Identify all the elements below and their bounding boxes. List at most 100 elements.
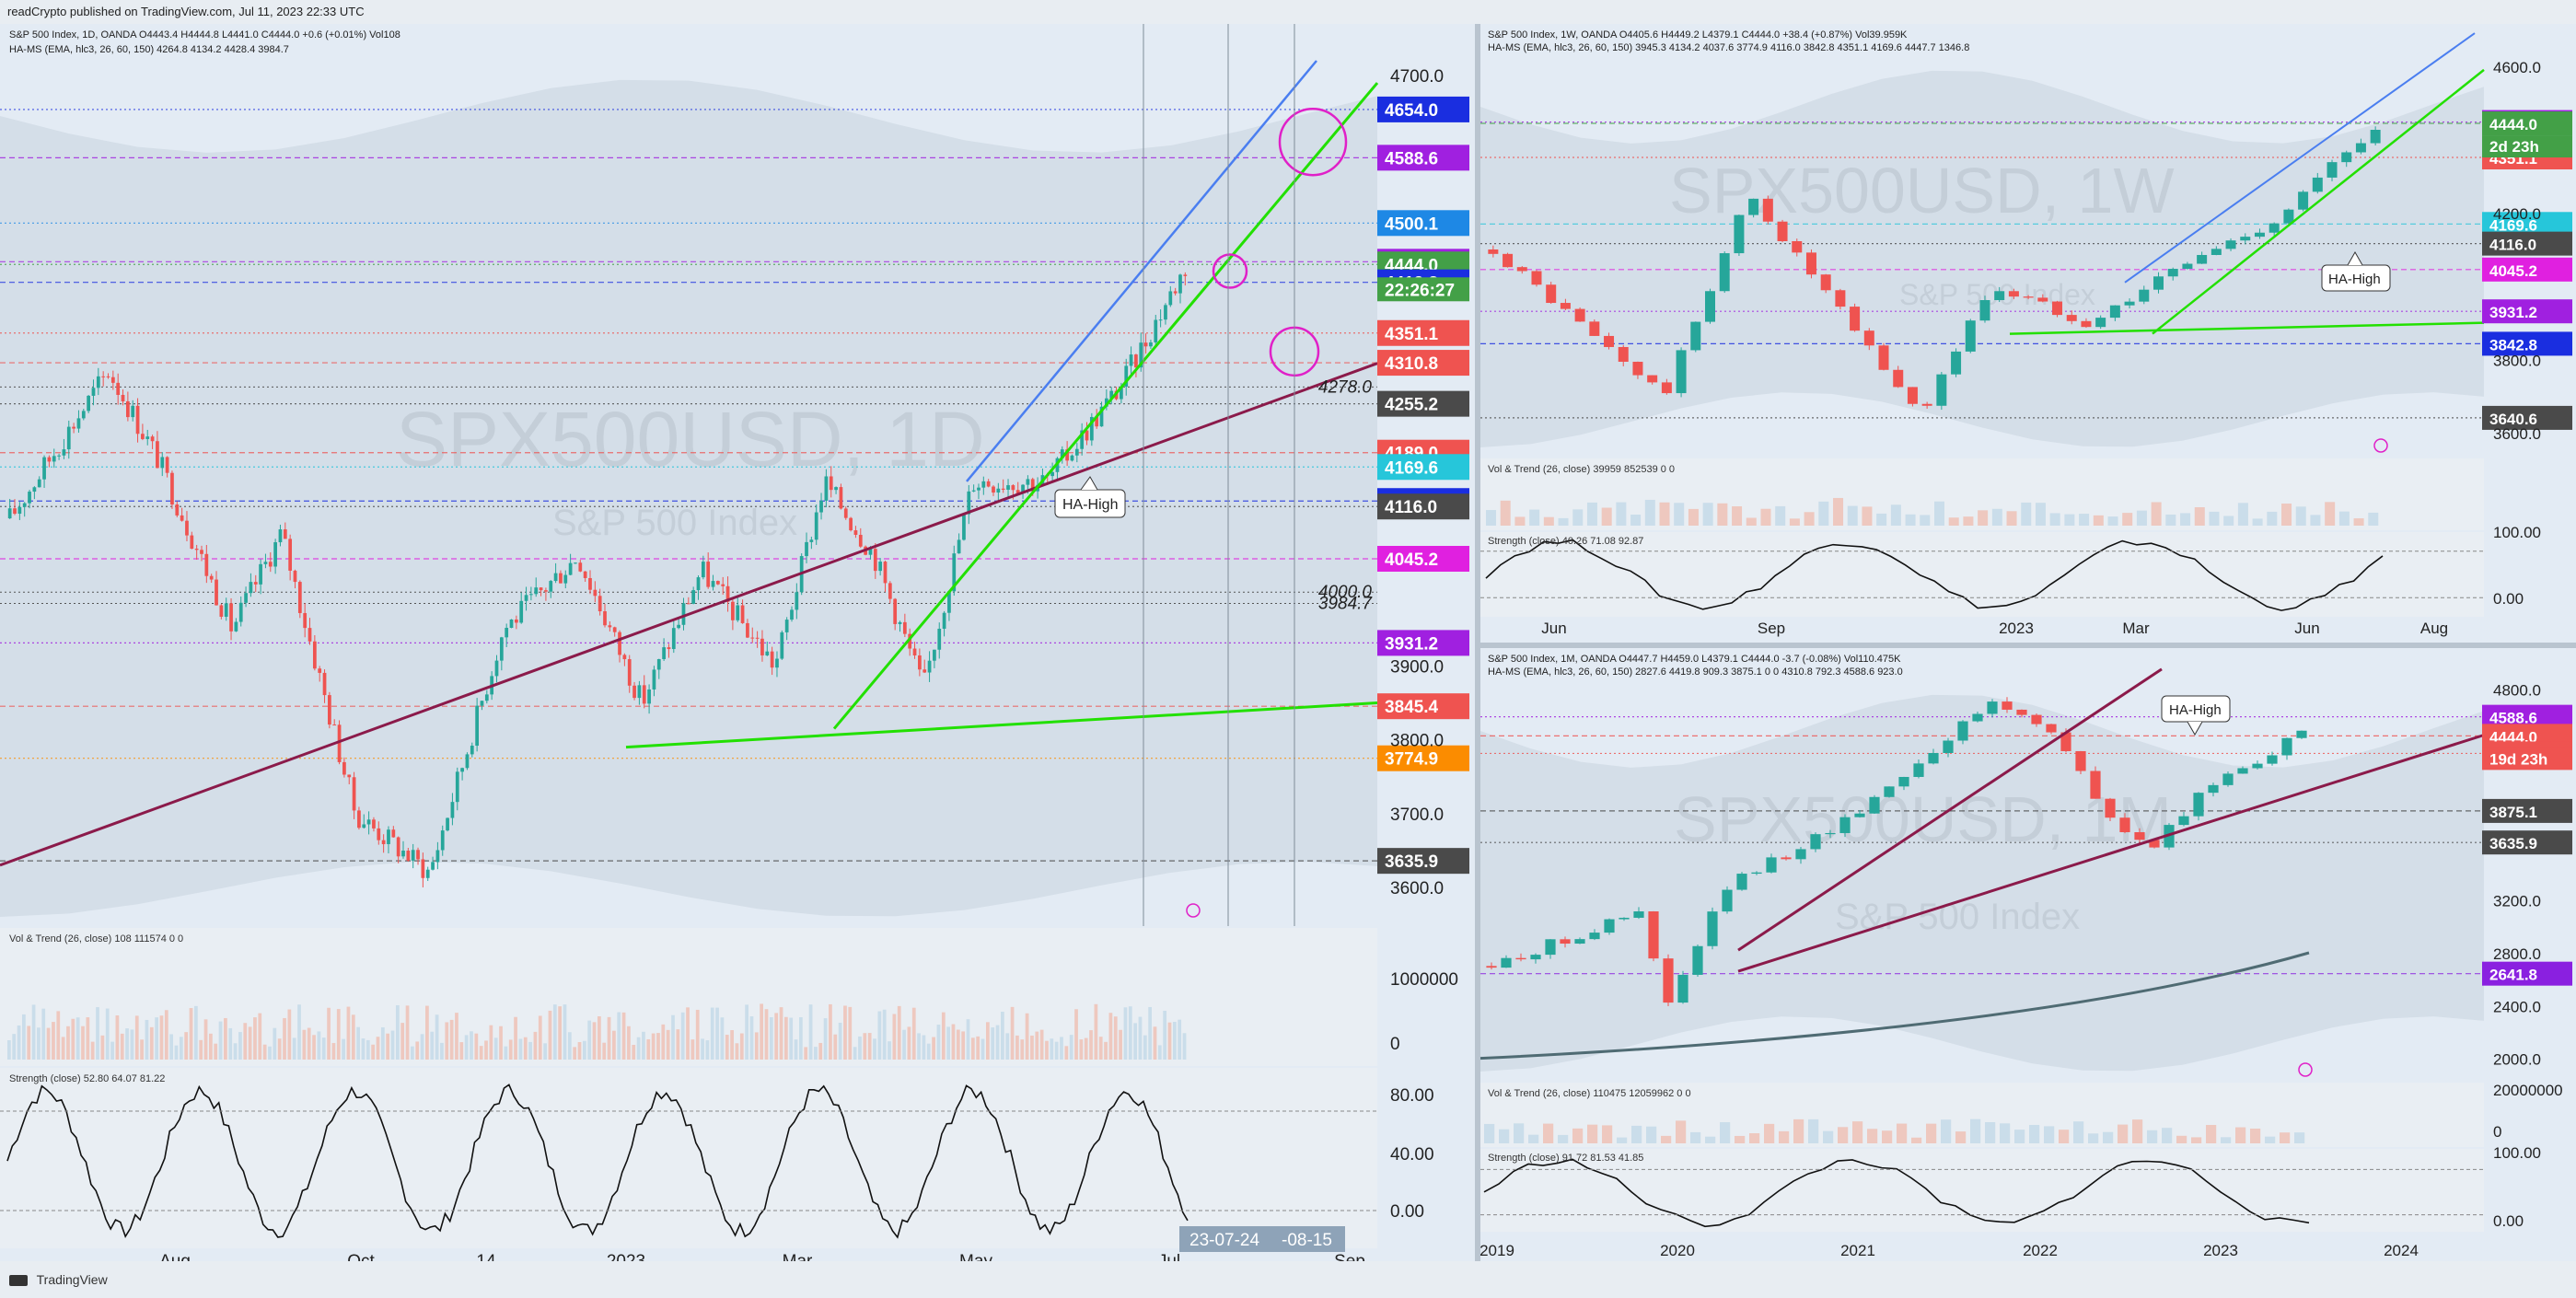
volume-bar bbox=[342, 1038, 345, 1060]
volume-bar bbox=[1079, 1039, 1084, 1060]
volume-bar bbox=[2280, 1132, 2291, 1143]
candle-body bbox=[2105, 798, 2116, 818]
volume-bar bbox=[1882, 1130, 1893, 1143]
candle-body bbox=[425, 869, 430, 878]
legend-line1-weekly: S&P 500 Index, 1W, OANDA O4405.6 H4449.2… bbox=[1488, 29, 1908, 41]
volume-bar bbox=[543, 1043, 547, 1060]
volume-bar bbox=[199, 1039, 203, 1060]
tradingview-logo-icon[interactable] bbox=[9, 1275, 28, 1287]
price-tag-bg bbox=[1377, 210, 1469, 237]
candle-body bbox=[992, 486, 995, 493]
candle-body bbox=[387, 829, 390, 844]
candle-body bbox=[2016, 709, 2027, 715]
volume-bar bbox=[1616, 502, 1627, 526]
candle-body bbox=[706, 562, 711, 587]
price-tag: 3842.8 bbox=[2489, 336, 2537, 353]
volume-bar bbox=[169, 1034, 174, 1060]
candle-body bbox=[721, 584, 725, 586]
volume-bar bbox=[297, 1004, 301, 1060]
volume-bar bbox=[474, 1033, 479, 1060]
volume-bar bbox=[764, 1009, 769, 1060]
volume-bar bbox=[651, 1033, 656, 1060]
candle-body bbox=[475, 705, 479, 747]
candle-body bbox=[834, 487, 838, 491]
candle-body bbox=[1893, 369, 1904, 388]
candle-body bbox=[849, 517, 853, 531]
candle-body bbox=[1766, 857, 1777, 873]
candle-body bbox=[1164, 305, 1167, 320]
volume-bar bbox=[411, 1046, 414, 1060]
price-tag-bg bbox=[2482, 405, 2572, 430]
volume-bar bbox=[390, 1030, 395, 1060]
volume-bar bbox=[981, 1038, 985, 1060]
candle-body bbox=[2046, 724, 2057, 733]
daily-chart-svg[interactable]: SPX500USD, 1D S&P 500 Index 4654.0 4588.6… bbox=[0, 24, 1475, 1261]
volume-bar bbox=[262, 1044, 267, 1060]
candle-body bbox=[1648, 911, 1659, 959]
price-tag: 4588.6 bbox=[2489, 710, 2537, 727]
candle-body bbox=[2109, 305, 2120, 319]
candle-body bbox=[1619, 917, 1630, 920]
candle-body bbox=[1006, 485, 1010, 490]
volume-bar bbox=[582, 1040, 586, 1060]
target-circle bbox=[1278, 107, 1348, 177]
candle-body bbox=[957, 539, 961, 554]
volume-bar bbox=[769, 1016, 773, 1060]
countdown-bg bbox=[2482, 135, 2572, 158]
volume-bar bbox=[1543, 516, 1554, 526]
volume-bar bbox=[1020, 1039, 1025, 1060]
volume-bar bbox=[430, 1031, 435, 1060]
volume-bar bbox=[577, 1042, 582, 1060]
volume-bar bbox=[27, 1026, 31, 1060]
candle-body bbox=[534, 587, 539, 595]
lightning-icon-daily[interactable] bbox=[1186, 903, 1201, 918]
candle-body bbox=[263, 562, 268, 564]
candle-body bbox=[2210, 249, 2222, 255]
volume-bar bbox=[783, 1016, 788, 1060]
price-tag-bg bbox=[1377, 390, 1469, 417]
weekly-chart-svg[interactable]: SPX500USD, 1W S&P 500 Index 4447.74444.0… bbox=[1480, 24, 2576, 643]
vol-legend-daily: Vol & Trend (26, close) 108 111574 0 0 bbox=[9, 933, 184, 945]
chart-panel-weekly[interactable]: SPX500USD, 1W S&P 500 Index 4447.74444.0… bbox=[1480, 24, 2576, 643]
volume-bar bbox=[686, 1007, 690, 1060]
volume-bar bbox=[86, 1017, 90, 1060]
lightning-icon-monthly[interactable] bbox=[2298, 1062, 2313, 1077]
candle-body bbox=[652, 669, 656, 690]
price-tag-bg bbox=[2482, 111, 2572, 136]
chart-panel-monthly[interactable]: SPX500USD, 1M S&P 500 Index 4588.6 4444.0… bbox=[1480, 648, 2576, 1261]
volume-bar bbox=[145, 1019, 149, 1060]
candle-body bbox=[656, 659, 661, 670]
volume-bar bbox=[1720, 1122, 1731, 1143]
candle-body bbox=[156, 441, 159, 469]
volume-bar bbox=[1746, 517, 1757, 526]
candle-body bbox=[440, 830, 445, 851]
volume-bar bbox=[317, 1031, 321, 1060]
candle-body bbox=[96, 376, 100, 388]
candle-body bbox=[121, 394, 125, 401]
volume-bar bbox=[179, 1037, 183, 1060]
panel-divider-horizontal[interactable] bbox=[1480, 643, 2576, 648]
chart-panel-daily[interactable]: SPX500USD, 1D S&P 500 Index 4654.0 4588.6… bbox=[0, 24, 1475, 1261]
volume-bar bbox=[1674, 503, 1685, 526]
volume-bar bbox=[995, 1025, 1000, 1060]
volume-bar bbox=[2064, 514, 2075, 526]
candle-body bbox=[1690, 321, 1701, 351]
volume-bar bbox=[735, 1043, 739, 1060]
candle-body bbox=[1898, 776, 1909, 787]
panel-divider-vertical[interactable] bbox=[1475, 24, 1480, 1261]
volume-bar bbox=[621, 1012, 626, 1060]
monthly-chart-svg[interactable]: SPX500USD, 1M S&P 500 Index 4588.64444.0… bbox=[1480, 648, 2576, 1261]
volume-bar bbox=[612, 1030, 616, 1060]
ha-high-callout-weekly: HA-High bbox=[2321, 250, 2391, 292]
candle-body bbox=[268, 562, 273, 567]
volume-bar bbox=[2079, 514, 2090, 526]
volume-bar bbox=[1039, 1029, 1044, 1060]
cursor-date-1: 23-07-24 bbox=[1189, 1231, 1259, 1250]
y-tick-label: 4800.0 bbox=[2493, 681, 2541, 699]
volume-bar bbox=[484, 1040, 488, 1060]
volume-bar bbox=[710, 1007, 714, 1060]
candle-body bbox=[1661, 382, 1672, 394]
candle-body bbox=[150, 436, 155, 442]
lightning-icon-weekly[interactable] bbox=[2373, 438, 2388, 453]
volume-bar bbox=[1045, 1040, 1049, 1060]
